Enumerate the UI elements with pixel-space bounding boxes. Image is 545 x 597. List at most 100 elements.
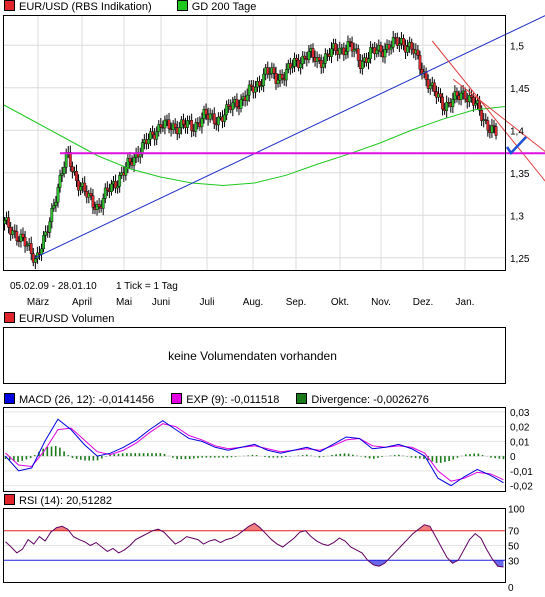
y-tick-label: 0,03 [510,408,530,419]
candle-body [208,113,212,120]
candle-body [227,104,231,107]
y-tick-label: 1,35 [510,169,530,180]
y-tick-label: 0 [510,452,516,463]
candle-body [79,186,82,191]
legend-item-rsi: RSI (14): 20,51282 [4,494,112,507]
candle-body [116,186,120,189]
candle-body [42,235,45,250]
x-tick-label: Juni [152,297,170,308]
y-tick-label: -0,01 [510,467,533,478]
date-range-label: 05.02.09 - 28.01.10 [10,281,97,292]
y-tick-label: 70 [508,527,520,538]
candle-body [60,173,64,176]
candles [3,30,498,270]
candle-body [159,124,163,128]
candle-body [58,175,62,188]
x-tick-label: Okt. [331,297,349,308]
y-tick-label: 100 [508,505,525,516]
y-tick-label: 1,25 [510,254,530,265]
candle-body [231,102,235,110]
price-legend: EUR/USD (RBS Indikation) GD 200 Tage [4,0,278,14]
panel-frame [3,327,506,384]
downtrend-channel-line [431,40,545,182]
y-tick-label: 30 [508,556,520,567]
candle-body [486,120,490,131]
y-tick-label: 1,5 [510,41,524,52]
candle-body [317,57,321,61]
candle-body [44,231,48,236]
legend-item-divergence: Divergence: -0,0026276 [296,393,429,406]
rsi-legend: RSI (14): 20,51282 [4,494,134,508]
candle-body [190,120,194,131]
legend-item-exp: EXP (9): -0,011518 [171,393,279,406]
candle-body [467,95,471,103]
candle-body [291,66,294,69]
legend-swatch [176,0,188,11]
candle-body [29,243,33,254]
y-tick-label: 50 [508,542,520,553]
x-tick-label: Mai [116,297,132,308]
candle-body [375,49,379,54]
gd200-line [3,104,506,187]
candle-body [33,258,37,263]
candle-body [200,118,204,128]
candle-body [105,187,109,191]
candle-body [295,58,298,61]
candle-body [420,68,424,74]
candle-body [284,69,288,81]
legend-item-gd200: GD 200 Tage [176,0,257,13]
y-tick-label: 0 [508,583,514,594]
legend-item-macd: MACD (26, 12): -0,0141456 [4,393,154,406]
candle-body [118,175,122,187]
candle-body [258,81,261,87]
legend-label: GD 200 Tage [191,1,257,13]
legend-label: EUR/USD (RBS Indikation) [19,1,152,13]
legend-label: RSI (14): 20,51282 [19,495,112,507]
candle-body [293,58,296,67]
candle-body [383,49,387,58]
candle-body [247,84,251,96]
candle-body [330,48,333,57]
candle-body [459,92,463,100]
candle-body [149,131,152,140]
legend-label: Divergence: -0,0026276 [311,394,429,406]
candle-body [177,127,181,135]
volume-panel [3,327,506,384]
candle-body [323,53,327,64]
candle-body [352,49,356,52]
candle-body [91,195,95,208]
x-tick-label: Sep. [286,297,307,308]
candle-body [274,73,278,84]
y-tick-label: -0,02 [510,482,533,493]
candle-body [249,84,253,88]
candle-body [311,48,315,58]
candle-body [254,86,257,93]
x-tick-label: Jan. [456,297,475,308]
candle-body [410,42,414,50]
candle-body [344,51,348,56]
legend-swatch [4,312,15,323]
candle-body [31,253,35,263]
candle-body [245,94,249,102]
x-tick-label: März [27,297,49,308]
candle-body [445,102,449,111]
candle-body [132,157,136,166]
divergence-bars [4,446,505,464]
candle-body [494,126,498,136]
candle-body [151,131,154,135]
legend-item-volume: EUR/USD Volumen [4,312,114,325]
candle-body [439,93,442,98]
candle-body [379,45,383,53]
candle-body [223,114,226,122]
candle-body [75,171,78,181]
candle-body [469,95,473,98]
annotation-arrow [505,136,527,156]
volume-empty-message: keine Volumendaten vorhanden [168,349,337,363]
candle-body [406,46,410,53]
candle-body [268,73,272,75]
candle-body [360,61,364,69]
candle-body [260,85,263,87]
candle-body [490,125,494,134]
candle-body [288,63,292,69]
